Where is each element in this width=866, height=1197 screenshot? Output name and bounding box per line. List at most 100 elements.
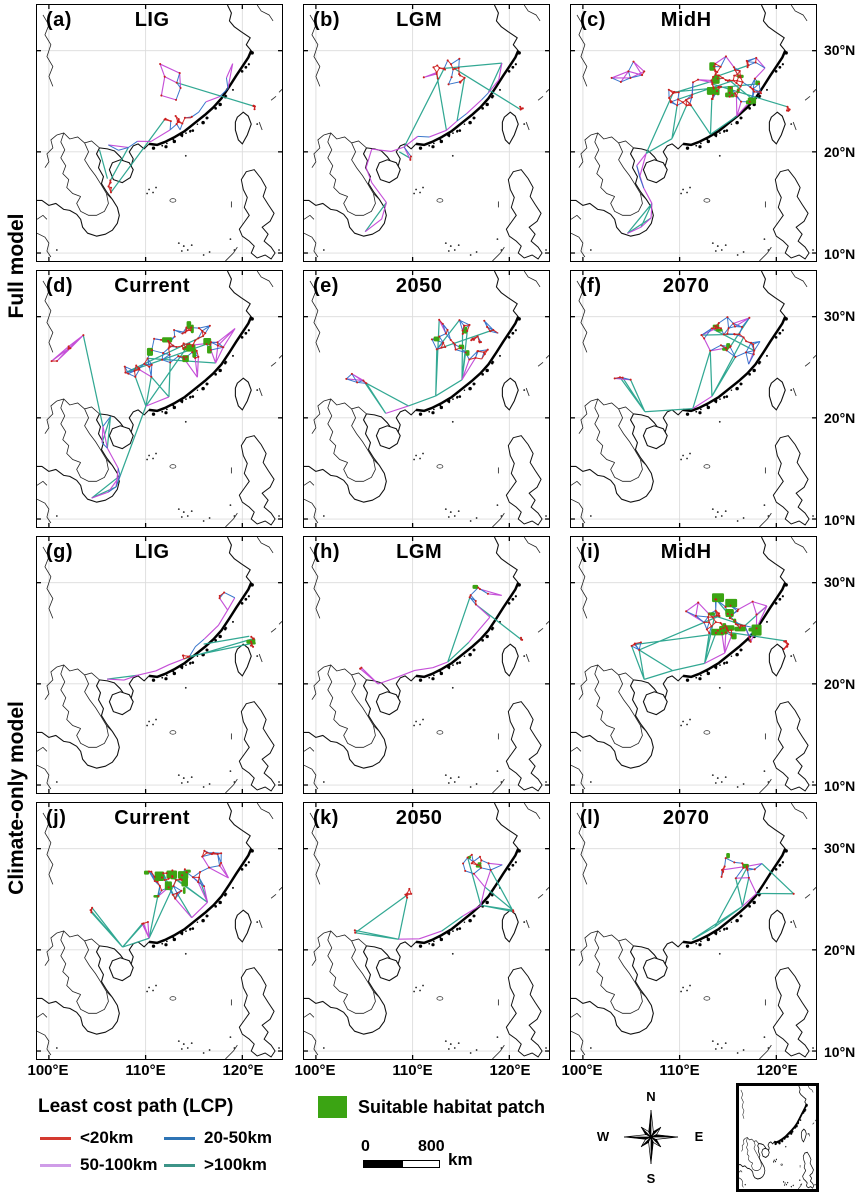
lat-label: 20°N xyxy=(824,676,856,692)
map-panel-lig: (a) LIG xyxy=(36,4,283,262)
map-canvas xyxy=(37,5,282,261)
panel-id-label: (h) xyxy=(313,541,341,563)
lat-label: 10°N xyxy=(824,778,856,794)
panel-title: 2050 xyxy=(395,275,443,297)
panel-id-label: (k) xyxy=(313,807,339,829)
lat-label: 30°N xyxy=(824,574,856,590)
map-panel-2070: (f) 2070 xyxy=(570,270,817,528)
lat-label: 30°N xyxy=(824,840,856,856)
map-canvas xyxy=(571,5,816,261)
compass-w-label: W xyxy=(596,1129,610,1144)
compass-s-label: S xyxy=(646,1171,656,1186)
panel-id-label: (c) xyxy=(580,9,606,31)
panel-title: 2050 xyxy=(395,807,443,829)
panel-title: LIG xyxy=(134,541,170,563)
panel-id-label: (a) xyxy=(46,9,72,31)
panel-title: 2070 xyxy=(662,275,710,297)
map-panel-2050: (e) 2050 xyxy=(303,270,550,528)
habitat-label: Suitable habitat patch xyxy=(358,1096,546,1117)
lon-label: 100°E xyxy=(27,1062,69,1079)
lat-label: 20°N xyxy=(824,144,856,160)
lcp-legend-item-50-100: 50-100km xyxy=(40,1155,158,1175)
lcp-legend-title: Least cost path (LCP) xyxy=(38,1096,234,1117)
habitat-legend: Suitable habitat patch xyxy=(318,1096,545,1118)
map-canvas xyxy=(37,271,282,527)
lon-label: 110°E xyxy=(659,1062,700,1079)
map-panel-lig: (g) LIG xyxy=(36,536,283,794)
row-group-label-climate-only-model: Climate-only model xyxy=(5,701,28,895)
panel-id-label: (l) xyxy=(580,807,601,829)
lat-label: 10°N xyxy=(824,246,856,262)
map-canvas xyxy=(571,537,816,793)
lat-label: 30°N xyxy=(824,42,856,58)
lcp-label-lt20km: <20km xyxy=(80,1128,134,1147)
lat-label: 20°N xyxy=(824,942,856,958)
panel-title: LIG xyxy=(134,9,170,31)
lat-label: 30°N xyxy=(824,308,856,324)
panel-title: 2070 xyxy=(662,807,710,829)
panel-title: MidH xyxy=(660,541,712,563)
lon-label: 110°E xyxy=(392,1062,433,1079)
lat-label: 10°N xyxy=(824,1044,856,1060)
scale-bar: 0 800 km xyxy=(352,1138,492,1174)
lon-label: 120°E xyxy=(222,1062,264,1079)
map-panel-current: (j) Current xyxy=(36,802,283,1060)
row-group-label-full-model: Full model xyxy=(5,213,28,319)
lcp-swatch-20-50km xyxy=(164,1136,195,1140)
lcp-label-gt100km: >100km xyxy=(204,1155,267,1174)
map-panel-2050: (k) 2050 xyxy=(303,802,550,1060)
lon-label: 100°E xyxy=(294,1062,336,1079)
panel-title: MidH xyxy=(660,9,712,31)
panel-title: Current xyxy=(114,807,191,829)
map-panel-lgm: (b) LGM xyxy=(303,4,550,262)
scale-end-label: 800 xyxy=(418,1138,445,1155)
map-canvas xyxy=(304,271,549,527)
map-panel-lgm: (h) LGM xyxy=(303,536,550,794)
lcp-label-50-100km: 50-100km xyxy=(80,1155,158,1174)
inset-map-canvas xyxy=(738,1085,817,1190)
map-panel-midh: (c) MidH xyxy=(570,4,817,262)
scale-unit-label: km xyxy=(448,1150,473,1169)
map-panel-current: (d) Current xyxy=(36,270,283,528)
map-panel-midh: (i) MidH xyxy=(570,536,817,794)
lon-label: 110°E xyxy=(125,1062,166,1079)
lcp-legend-item-lt20: <20km xyxy=(40,1128,133,1148)
map-canvas xyxy=(304,803,549,1059)
panel-title: Current xyxy=(114,275,191,297)
lat-label: 10°N xyxy=(824,512,856,528)
scale-bar-empty xyxy=(402,1160,440,1168)
lon-label: 120°E xyxy=(756,1062,798,1079)
lcp-swatch-lt20km xyxy=(40,1136,71,1140)
inset-overview-map xyxy=(736,1083,819,1192)
map-panel-2070: (l) 2070 xyxy=(570,802,817,1060)
lon-label: 120°E xyxy=(489,1062,531,1079)
map-canvas xyxy=(304,537,549,793)
compass-n-label: N xyxy=(646,1089,656,1104)
panel-id-label: (i) xyxy=(580,541,601,563)
map-canvas xyxy=(571,803,816,1059)
panel-id-label: (d) xyxy=(46,275,74,297)
map-canvas xyxy=(571,271,816,527)
compass-rose-icon xyxy=(623,1109,679,1165)
map-canvas xyxy=(304,5,549,261)
lcp-legend-item-20-50: 20-50km xyxy=(164,1128,272,1148)
map-canvas xyxy=(37,537,282,793)
panel-id-label: (e) xyxy=(313,275,339,297)
lcp-legend-item-gt100: >100km xyxy=(164,1155,267,1175)
map-canvas xyxy=(37,803,282,1059)
compass-e-label: E xyxy=(694,1129,704,1144)
panel-title: LGM xyxy=(396,9,443,31)
panel-id-label: (b) xyxy=(313,9,341,31)
scale-start-label: 0 xyxy=(361,1138,370,1155)
lcp-swatch-gt100km xyxy=(164,1163,195,1167)
lon-label: 100°E xyxy=(561,1062,603,1079)
scale-bar-filled xyxy=(363,1160,402,1168)
panel-title: LGM xyxy=(396,541,443,563)
scale-bar-graphic xyxy=(363,1160,440,1168)
panel-id-label: (g) xyxy=(46,541,74,563)
lcp-label-20-50km: 20-50km xyxy=(204,1128,273,1147)
panel-id-label: (j) xyxy=(46,807,67,829)
habitat-swatch xyxy=(318,1096,347,1118)
lcp-swatch-50-100km xyxy=(40,1163,71,1167)
